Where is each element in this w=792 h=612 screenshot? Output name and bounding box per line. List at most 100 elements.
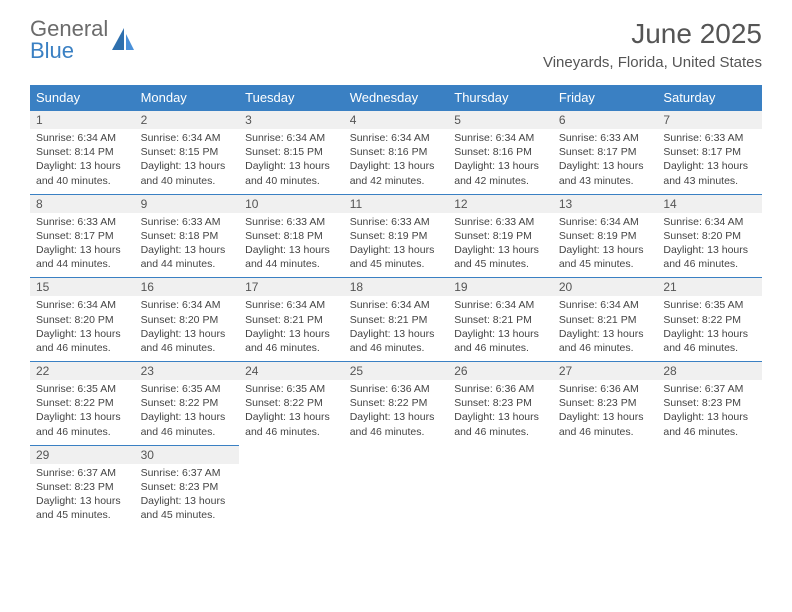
- day-detail-cell: Sunrise: 6:33 AMSunset: 8:18 PMDaylight:…: [239, 213, 344, 278]
- day-number-cell: [448, 445, 553, 464]
- daylight-text: Daylight: 13 hours and 45 minutes.: [454, 243, 547, 271]
- day-detail-row: Sunrise: 6:33 AMSunset: 8:17 PMDaylight:…: [30, 213, 762, 278]
- day-number-cell: 15: [30, 278, 135, 297]
- day-number-cell: 23: [135, 362, 240, 381]
- daylight-text: Daylight: 13 hours and 40 minutes.: [36, 159, 129, 187]
- day-number-row: 22232425262728: [30, 362, 762, 381]
- sunrise-text: Sunrise: 6:36 AM: [350, 382, 443, 396]
- daylight-text: Daylight: 13 hours and 46 minutes.: [454, 327, 547, 355]
- day-number-cell: [553, 445, 658, 464]
- day-detail-cell: Sunrise: 6:34 AMSunset: 8:21 PMDaylight:…: [553, 296, 658, 361]
- sunrise-text: Sunrise: 6:33 AM: [350, 215, 443, 229]
- day-detail-cell: Sunrise: 6:36 AMSunset: 8:23 PMDaylight:…: [448, 380, 553, 445]
- day-number-cell: 8: [30, 194, 135, 213]
- logo: General Blue: [30, 18, 136, 62]
- day-detail-cell: Sunrise: 6:36 AMSunset: 8:22 PMDaylight:…: [344, 380, 449, 445]
- sunset-text: Sunset: 8:20 PM: [141, 313, 234, 327]
- day-number-cell: 9: [135, 194, 240, 213]
- day-number-cell: 22: [30, 362, 135, 381]
- daylight-text: Daylight: 13 hours and 45 minutes.: [141, 494, 234, 522]
- sunrise-text: Sunrise: 6:34 AM: [245, 298, 338, 312]
- sunset-text: Sunset: 8:21 PM: [559, 313, 652, 327]
- day-number-cell: 27: [553, 362, 658, 381]
- day-number-cell: 18: [344, 278, 449, 297]
- sunrise-text: Sunrise: 6:35 AM: [36, 382, 129, 396]
- sunrise-text: Sunrise: 6:34 AM: [141, 131, 234, 145]
- daylight-text: Daylight: 13 hours and 43 minutes.: [663, 159, 756, 187]
- day-detail-cell: [553, 464, 658, 529]
- page-title: June 2025: [543, 18, 762, 50]
- sunset-text: Sunset: 8:14 PM: [36, 145, 129, 159]
- daylight-text: Daylight: 13 hours and 45 minutes.: [559, 243, 652, 271]
- sunrise-text: Sunrise: 6:36 AM: [559, 382, 652, 396]
- day-header-cell: Tuesday: [239, 85, 344, 111]
- sunrise-text: Sunrise: 6:33 AM: [663, 131, 756, 145]
- day-detail-cell: Sunrise: 6:34 AMSunset: 8:14 PMDaylight:…: [30, 129, 135, 194]
- day-detail-cell: Sunrise: 6:34 AMSunset: 8:15 PMDaylight:…: [239, 129, 344, 194]
- day-detail-cell: Sunrise: 6:34 AMSunset: 8:21 PMDaylight:…: [344, 296, 449, 361]
- day-number-cell: 12: [448, 194, 553, 213]
- sunset-text: Sunset: 8:22 PM: [36, 396, 129, 410]
- day-number-cell: 19: [448, 278, 553, 297]
- sunrise-text: Sunrise: 6:34 AM: [350, 298, 443, 312]
- daylight-text: Daylight: 13 hours and 40 minutes.: [141, 159, 234, 187]
- daylight-text: Daylight: 13 hours and 40 minutes.: [245, 159, 338, 187]
- day-detail-cell: Sunrise: 6:37 AMSunset: 8:23 PMDaylight:…: [135, 464, 240, 529]
- daylight-text: Daylight: 13 hours and 46 minutes.: [36, 327, 129, 355]
- sunset-text: Sunset: 8:21 PM: [245, 313, 338, 327]
- day-number-cell: 20: [553, 278, 658, 297]
- daylight-text: Daylight: 13 hours and 45 minutes.: [350, 243, 443, 271]
- sunset-text: Sunset: 8:19 PM: [454, 229, 547, 243]
- sunset-text: Sunset: 8:17 PM: [663, 145, 756, 159]
- day-detail-cell: Sunrise: 6:33 AMSunset: 8:19 PMDaylight:…: [448, 213, 553, 278]
- daylight-text: Daylight: 13 hours and 46 minutes.: [350, 327, 443, 355]
- day-detail-cell: Sunrise: 6:34 AMSunset: 8:21 PMDaylight:…: [448, 296, 553, 361]
- day-number-cell: [239, 445, 344, 464]
- day-number-cell: 16: [135, 278, 240, 297]
- sunrise-text: Sunrise: 6:33 AM: [36, 215, 129, 229]
- day-number-cell: [344, 445, 449, 464]
- sunrise-text: Sunrise: 6:33 AM: [141, 215, 234, 229]
- daylight-text: Daylight: 13 hours and 42 minutes.: [454, 159, 547, 187]
- daylight-text: Daylight: 13 hours and 46 minutes.: [559, 410, 652, 438]
- day-detail-cell: Sunrise: 6:34 AMSunset: 8:15 PMDaylight:…: [135, 129, 240, 194]
- logo-text-2: Blue: [30, 38, 74, 63]
- sunset-text: Sunset: 8:21 PM: [454, 313, 547, 327]
- day-number-cell: 14: [657, 194, 762, 213]
- sunset-text: Sunset: 8:18 PM: [141, 229, 234, 243]
- sunrise-text: Sunrise: 6:36 AM: [454, 382, 547, 396]
- sunset-text: Sunset: 8:15 PM: [141, 145, 234, 159]
- title-block: June 2025 Vineyards, Florida, United Sta…: [543, 18, 762, 71]
- day-number-cell: 2: [135, 111, 240, 130]
- calendar-table: SundayMondayTuesdayWednesdayThursdayFrid…: [30, 85, 762, 528]
- sunrise-text: Sunrise: 6:34 AM: [350, 131, 443, 145]
- day-detail-cell: Sunrise: 6:33 AMSunset: 8:17 PMDaylight:…: [657, 129, 762, 194]
- sunset-text: Sunset: 8:19 PM: [350, 229, 443, 243]
- daylight-text: Daylight: 13 hours and 43 minutes.: [559, 159, 652, 187]
- day-number-cell: 3: [239, 111, 344, 130]
- sunset-text: Sunset: 8:20 PM: [663, 229, 756, 243]
- day-detail-cell: Sunrise: 6:36 AMSunset: 8:23 PMDaylight:…: [553, 380, 658, 445]
- sunset-text: Sunset: 8:23 PM: [559, 396, 652, 410]
- sunrise-text: Sunrise: 6:34 AM: [454, 131, 547, 145]
- day-number-cell: [657, 445, 762, 464]
- day-detail-cell: Sunrise: 6:35 AMSunset: 8:22 PMDaylight:…: [30, 380, 135, 445]
- sunset-text: Sunset: 8:22 PM: [141, 396, 234, 410]
- sunset-text: Sunset: 8:17 PM: [559, 145, 652, 159]
- day-detail-cell: Sunrise: 6:35 AMSunset: 8:22 PMDaylight:…: [135, 380, 240, 445]
- day-detail-cell: [239, 464, 344, 529]
- day-number-row: 891011121314: [30, 194, 762, 213]
- sunrise-text: Sunrise: 6:33 AM: [245, 215, 338, 229]
- sunrise-text: Sunrise: 6:37 AM: [663, 382, 756, 396]
- sunset-text: Sunset: 8:21 PM: [350, 313, 443, 327]
- day-detail-cell: [448, 464, 553, 529]
- day-detail-cell: Sunrise: 6:34 AMSunset: 8:21 PMDaylight:…: [239, 296, 344, 361]
- sunset-text: Sunset: 8:16 PM: [350, 145, 443, 159]
- day-detail-cell: [657, 464, 762, 529]
- day-detail-cell: Sunrise: 6:37 AMSunset: 8:23 PMDaylight:…: [30, 464, 135, 529]
- day-detail-cell: Sunrise: 6:35 AMSunset: 8:22 PMDaylight:…: [239, 380, 344, 445]
- sunrise-text: Sunrise: 6:34 AM: [559, 215, 652, 229]
- daylight-text: Daylight: 13 hours and 46 minutes.: [141, 410, 234, 438]
- day-detail-cell: Sunrise: 6:33 AMSunset: 8:17 PMDaylight:…: [553, 129, 658, 194]
- day-number-row: 1234567: [30, 111, 762, 130]
